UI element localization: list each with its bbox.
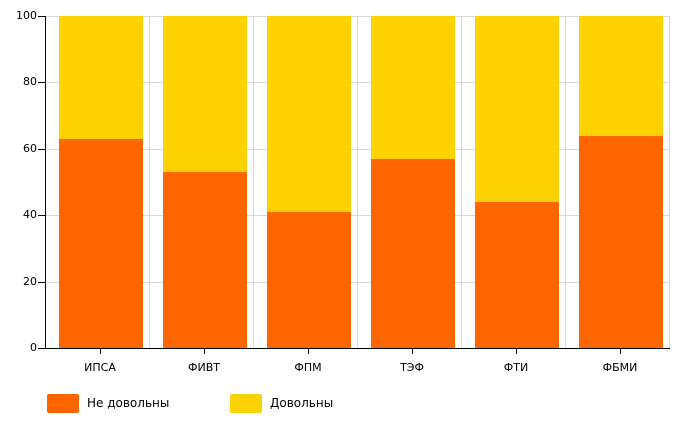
gridline-vertical	[357, 16, 358, 348]
y-axis-label: 100	[16, 9, 37, 22]
x-axis-label: ФБМИ	[602, 361, 638, 374]
x-axis-label: ФТИ	[503, 361, 529, 374]
x-axis-label: ФИВТ	[188, 361, 220, 374]
y-axis-label: 80	[23, 75, 37, 89]
bar-segment-ФПМ-1[interactable]	[267, 16, 351, 212]
legend-swatch-unsatisfied	[47, 394, 79, 413]
x-axis-tick	[308, 349, 309, 354]
bar-segment-ИПСА-0[interactable]	[59, 138, 143, 348]
x-axis-label: ИПСА	[84, 361, 116, 374]
legend-item-satisfied[interactable]: Довольны	[230, 394, 333, 413]
plot-area	[45, 16, 670, 349]
bar-segment-ТЭФ-1[interactable]	[371, 16, 455, 159]
gridline-vertical	[669, 16, 670, 348]
x-axis-tick	[620, 349, 621, 354]
y-axis-tick	[38, 148, 45, 150]
gridline-vertical	[149, 16, 150, 348]
x-axis-label: ТЭФ	[400, 361, 424, 374]
legend-label-satisfied: Довольны	[270, 396, 334, 410]
legend-label-unsatisfied: Не довольны	[87, 396, 170, 410]
x-axis-label: ФПМ	[294, 361, 322, 374]
y-axis-tick	[38, 281, 45, 283]
legend: Не довольны Довольны	[0, 390, 690, 418]
x-axis-tick	[516, 349, 517, 354]
y-axis-tick	[38, 82, 45, 84]
gridline-horizontal	[46, 215, 670, 217]
y-axis-tick	[38, 348, 45, 349]
gridline-vertical	[565, 16, 566, 348]
gridline-vertical	[461, 16, 462, 348]
bar-segment-ФПМ-0[interactable]	[267, 211, 351, 348]
gridline-horizontal	[46, 16, 670, 17]
legend-swatch-satisfied	[230, 394, 262, 413]
bar-segment-ТЭФ-0[interactable]	[371, 158, 455, 348]
bar-segment-ФТИ-1[interactable]	[475, 16, 559, 202]
legend-item-unsatisfied[interactable]: Не довольны	[47, 394, 169, 413]
x-axis-tick	[412, 349, 413, 354]
bar-segment-ФТИ-0[interactable]	[475, 201, 559, 348]
bar-segment-ФБМИ-1[interactable]	[579, 16, 663, 136]
x-axis-tick	[204, 349, 205, 354]
y-axis-label: 0	[30, 341, 37, 354]
bar-segment-ФИВТ-0[interactable]	[163, 172, 247, 348]
y-axis-label: 20	[23, 274, 37, 288]
gridline-horizontal	[46, 82, 670, 84]
gridline-horizontal	[46, 148, 670, 150]
gridline-horizontal	[46, 281, 670, 283]
bar-segment-ФИВТ-1[interactable]	[163, 16, 247, 173]
y-axis-label: 60	[23, 141, 37, 155]
x-axis-tick	[100, 349, 101, 354]
bar-segment-ФБМИ-0[interactable]	[579, 135, 663, 348]
gridline-vertical	[253, 16, 254, 348]
y-axis-tick	[38, 16, 45, 17]
y-axis-label: 40	[23, 208, 37, 222]
y-axis-tick	[38, 215, 45, 217]
bar-segment-ИПСА-1[interactable]	[59, 16, 143, 139]
